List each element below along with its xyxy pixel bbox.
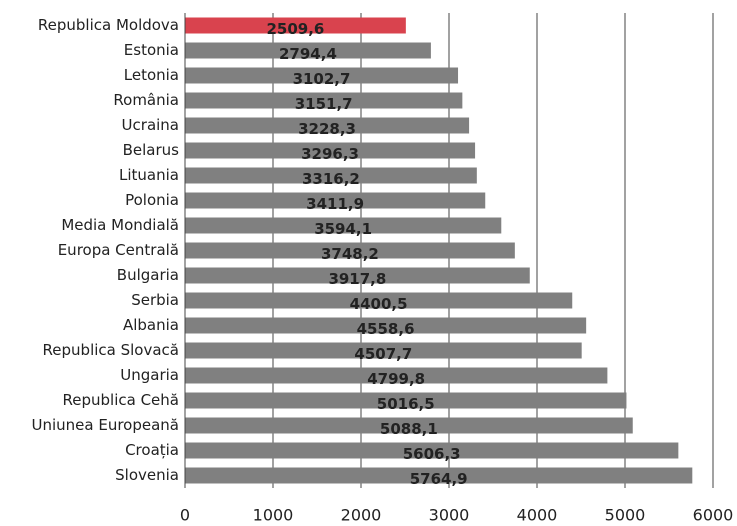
- x-tick-label: 0: [180, 506, 190, 525]
- y-tick-label: Polonia: [125, 191, 179, 209]
- bar: [185, 442, 679, 459]
- x-tick-label: 1000: [253, 506, 294, 525]
- data-label: 5016,5: [377, 395, 435, 413]
- bar: [185, 67, 459, 84]
- x-tick-label: 3000: [429, 506, 470, 525]
- data-label: 3594,1: [314, 220, 372, 238]
- bar: [185, 17, 406, 34]
- y-tick-label: Republica Moldova: [38, 16, 179, 34]
- bar: [185, 192, 486, 209]
- data-label: 4507,7: [354, 345, 412, 363]
- y-tick-label: Albania: [123, 316, 179, 334]
- y-tick-label: Uniunea Europeană: [32, 416, 180, 434]
- y-tick-label: Ungaria: [120, 366, 179, 384]
- data-label: 4799,8: [367, 370, 425, 388]
- y-tick-label: Ucraina: [122, 116, 179, 134]
- bar: [185, 392, 627, 409]
- y-tick-label: Republica Slovacă: [43, 341, 179, 359]
- data-label: 2794,4: [279, 45, 337, 63]
- bar: [185, 367, 608, 384]
- y-tick-label: Slovenia: [115, 466, 179, 484]
- bar: [185, 467, 693, 484]
- bar: [185, 292, 573, 309]
- data-label: 3151,7: [295, 95, 353, 113]
- y-tick-label: Republica Cehă: [63, 391, 179, 409]
- y-tick-label: Croația: [125, 441, 179, 459]
- x-tick-label: 2000: [341, 506, 382, 525]
- y-tick-label: Serbia: [131, 291, 179, 309]
- x-tick-label: 4000: [517, 506, 558, 525]
- y-tick-label: Estonia: [124, 41, 179, 59]
- data-label: 3316,2: [302, 170, 360, 188]
- data-label: 2509,6: [266, 20, 324, 38]
- x-tick-label: 5000: [605, 506, 646, 525]
- data-label: 3296,3: [301, 145, 359, 163]
- data-label: 3748,2: [321, 245, 379, 263]
- y-tick-label: Bulgaria: [117, 266, 179, 284]
- bar: [185, 342, 582, 359]
- y-tick-label: Europa Centrală: [58, 241, 179, 259]
- data-label: 3411,9: [306, 195, 364, 213]
- bar: [185, 417, 633, 434]
- data-label: 4400,5: [350, 295, 408, 313]
- bar: [185, 242, 515, 259]
- bar: [185, 142, 476, 159]
- y-tick-label: Lituania: [119, 166, 179, 184]
- data-label: 5606,3: [403, 445, 461, 463]
- x-tick-label: 6000: [693, 506, 734, 525]
- data-label: 3917,8: [328, 270, 386, 288]
- bar: [185, 317, 587, 334]
- bar: [185, 92, 463, 109]
- bar: [185, 217, 502, 234]
- data-label: 4558,6: [357, 320, 415, 338]
- bar: [185, 117, 470, 134]
- data-label: 5764,9: [410, 470, 468, 488]
- data-label: 3102,7: [293, 70, 351, 88]
- y-tick-label: Media Mondială: [61, 216, 179, 234]
- y-tick-label: România: [113, 91, 179, 109]
- y-tick-label: Belarus: [123, 141, 180, 159]
- bar: [185, 167, 477, 184]
- data-label: 5088,1: [380, 420, 438, 438]
- bar: [185, 42, 431, 59]
- data-label: 3228,3: [298, 120, 356, 138]
- y-tick-label: Letonia: [124, 66, 179, 84]
- bar: [185, 267, 530, 284]
